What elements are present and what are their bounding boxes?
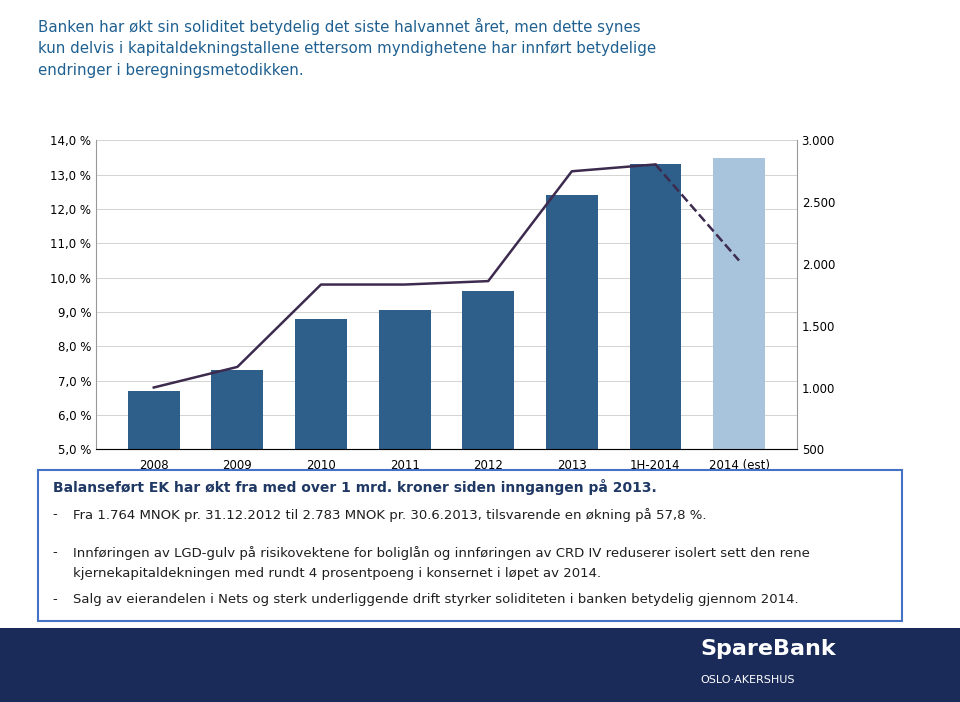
- Text: -: -: [53, 593, 58, 607]
- Bar: [295, 319, 347, 621]
- Text: 1: 1: [881, 646, 909, 684]
- Circle shape: [855, 636, 935, 694]
- Text: Banken har økt sin soliditet betydelig det siste halvannet året, men dette synes: Banken har økt sin soliditet betydelig d…: [38, 18, 657, 78]
- Bar: [211, 371, 263, 621]
- Text: Salg av eierandelen i Nets og sterk underliggende drift styrker soliditeten i ba: Salg av eierandelen i Nets og sterk unde…: [73, 593, 799, 607]
- Bar: [713, 157, 765, 621]
- Text: OSLO·AKERSHUS: OSLO·AKERSHUS: [701, 675, 795, 685]
- Bar: [630, 164, 682, 621]
- Text: -: -: [53, 508, 58, 521]
- Bar: [378, 310, 430, 621]
- Bar: [463, 291, 515, 621]
- Text: Balanseført EK har økt fra med over 1 mrd. kroner siden inngangen på 2013.: Balanseført EK har økt fra med over 1 mr…: [53, 479, 657, 495]
- Text: kjernekapitaldekningen med rundt 4 prosentpoeng i konsernet i løpet av 2014.: kjernekapitaldekningen med rundt 4 prose…: [73, 567, 601, 581]
- Bar: [128, 391, 180, 621]
- Bar: [546, 195, 598, 621]
- Text: -: -: [53, 546, 58, 559]
- Text: Innføringen av LGD-gulv på risikovektene for boliglån og innføringen av CRD IV r: Innføringen av LGD-gulv på risikovektene…: [73, 546, 810, 560]
- Text: Fra 1.764 MNOK pr. 31.12.2012 til 2.783 MNOK pr. 30.6.2013, tilsvarende en øknin: Fra 1.764 MNOK pr. 31.12.2012 til 2.783 …: [73, 508, 707, 522]
- Text: SpareBank: SpareBank: [701, 639, 836, 659]
- Legend: Bokført egenkapital (MNOK), Ren kjernekapitaldekning: Bokført egenkapital (MNOK), Ren kjerneka…: [211, 496, 598, 518]
